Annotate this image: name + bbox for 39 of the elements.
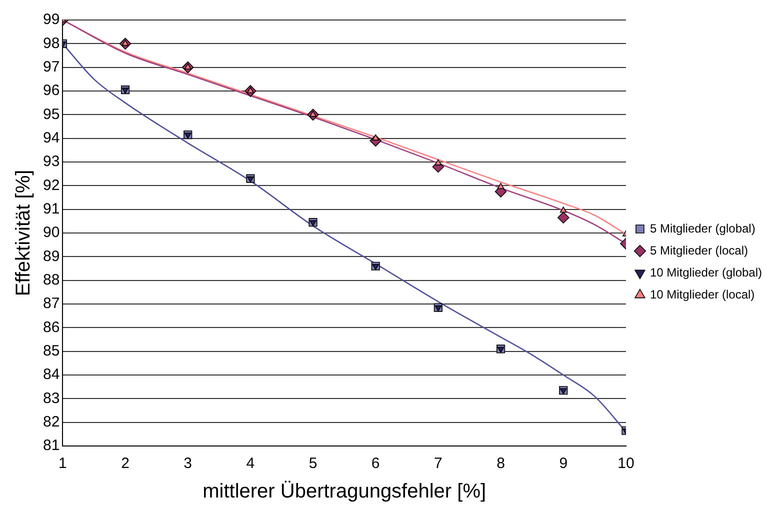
legend-label: 5 Mitglieder (local) <box>650 243 748 258</box>
y-tick-label: 91 <box>42 200 60 218</box>
y-tick-label: 99 <box>42 11 60 28</box>
y-tick-label: 90 <box>42 224 60 242</box>
y-tick-label: 83 <box>42 390 60 407</box>
y-tick-label: 94 <box>42 129 60 146</box>
legend-label: 5 Mitglieder (global) <box>650 221 756 236</box>
y-tick-label: 82 <box>42 413 60 430</box>
y-tick-label: 86 <box>42 318 60 336</box>
x-tick-label: 9 <box>559 455 568 472</box>
y-tick-label: 84 <box>42 366 60 384</box>
y-tick-label: 92 <box>42 176 60 194</box>
legend-label: 10 Mitglieder (global) <box>650 265 762 280</box>
point <box>497 182 504 189</box>
y-tick-label: 96 <box>42 82 60 100</box>
y-tick-label: 89 <box>42 248 60 265</box>
y-tick-label: 87 <box>42 295 60 312</box>
y-tick-label: 95 <box>42 106 60 123</box>
x-tick-label: 4 <box>246 455 255 472</box>
y-axis-title: Effektivität [%] <box>12 170 35 296</box>
y-tick-label: 85 <box>42 342 60 360</box>
x-tick-label: 6 <box>371 455 380 472</box>
x-tick-label: 10 <box>618 455 634 472</box>
y-tick-label: 88 <box>42 271 60 288</box>
y-tick-label: 93 <box>42 153 60 170</box>
point <box>560 206 567 213</box>
y-tick-label: 98 <box>42 34 60 52</box>
x-tick-label: 7 <box>434 455 442 472</box>
x-tick-label: 5 <box>308 455 318 472</box>
legend-label: 10 Mitglieder (local) <box>650 287 755 302</box>
y-tick-label: 97 <box>42 58 60 76</box>
point <box>557 212 570 224</box>
point <box>434 159 442 166</box>
x-tick-label: 2 <box>121 455 130 472</box>
x-tick-label: 3 <box>184 455 192 472</box>
x-tick-label: 1 <box>58 455 67 472</box>
x-axis-title: mittlerer Übertragungsfehler [%] <box>202 480 486 503</box>
x-tick-label: 8 <box>496 455 505 472</box>
y-tick-label: 81 <box>42 437 60 454</box>
